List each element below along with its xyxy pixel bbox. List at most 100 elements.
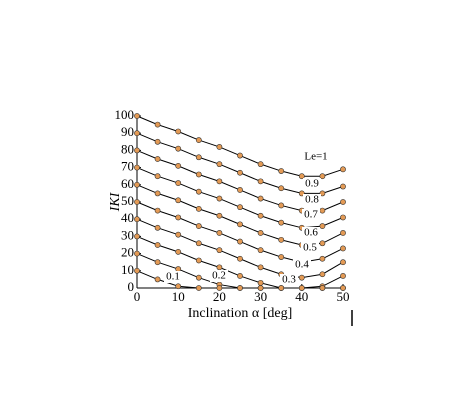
data-point xyxy=(216,247,223,254)
data-point xyxy=(195,223,202,229)
label-bg xyxy=(210,270,228,282)
x-tick-label: 0 xyxy=(134,289,141,304)
data-point xyxy=(134,130,140,137)
x-axis-label: Inclination α [deg] xyxy=(188,306,293,321)
data-point xyxy=(154,173,161,180)
data-point xyxy=(340,230,346,236)
data-point xyxy=(175,180,182,186)
y-tick-label: 20 xyxy=(121,245,134,260)
series-label: 0.6 xyxy=(304,227,318,239)
series-label: 0.4 xyxy=(295,259,309,271)
y-tick-label: 50 xyxy=(121,193,134,208)
x-tick-label: 20 xyxy=(213,289,226,304)
data-point xyxy=(175,231,182,238)
y-tick-label: 100 xyxy=(115,107,135,122)
data-point xyxy=(134,181,140,188)
data-point xyxy=(134,199,140,205)
data-point xyxy=(340,183,346,190)
data-point xyxy=(216,195,223,202)
data-point xyxy=(216,230,223,236)
data-point xyxy=(257,161,264,168)
data-point xyxy=(216,178,223,185)
data-point xyxy=(195,257,202,264)
series-label: 0.8 xyxy=(305,194,319,206)
x-tick-label: 30 xyxy=(254,289,267,304)
data-point xyxy=(216,264,223,271)
x-tick-label: 50 xyxy=(337,289,350,304)
data-point xyxy=(278,236,285,243)
y-tick-label: 90 xyxy=(121,124,134,139)
data-point xyxy=(319,173,326,180)
data-point xyxy=(278,254,285,260)
data-point xyxy=(237,152,243,159)
label-bg xyxy=(301,242,319,254)
data-point xyxy=(175,197,182,204)
data-point xyxy=(154,224,161,231)
data-point xyxy=(237,285,243,291)
data-point xyxy=(134,250,140,257)
data-point xyxy=(195,285,202,291)
y-tick-label: 0 xyxy=(128,279,135,294)
label-bg xyxy=(280,274,298,286)
data-point xyxy=(216,144,223,150)
series-label: 0.9 xyxy=(305,178,319,190)
data-point xyxy=(257,279,264,286)
data-point xyxy=(257,230,264,236)
series-label: 0.1 xyxy=(166,271,180,283)
data-point xyxy=(154,259,161,266)
data-point xyxy=(319,207,326,214)
data-point xyxy=(154,242,161,248)
data-point xyxy=(134,113,140,119)
data-point xyxy=(195,240,202,247)
data-point xyxy=(134,147,140,154)
x-tick-label: 40 xyxy=(295,289,308,304)
data-point xyxy=(237,187,243,193)
data-point xyxy=(216,285,223,291)
data-point xyxy=(237,273,243,279)
data-point xyxy=(340,259,346,266)
data-point xyxy=(175,248,182,255)
data-point xyxy=(319,223,326,229)
data-point xyxy=(298,274,305,281)
y-tick-label: 60 xyxy=(121,176,134,191)
data-point xyxy=(154,276,161,283)
y-tick-label: 40 xyxy=(121,210,134,225)
y-tick-label: 70 xyxy=(121,159,134,174)
data-point xyxy=(134,233,140,240)
data-point xyxy=(154,121,161,128)
data-point xyxy=(237,169,243,176)
data-point xyxy=(278,219,285,226)
data-point xyxy=(195,205,202,212)
data-point xyxy=(278,285,285,291)
data-point xyxy=(340,273,346,279)
data-point xyxy=(319,190,326,197)
data-point xyxy=(216,161,223,168)
label-bg xyxy=(303,194,321,206)
data-point xyxy=(154,138,161,145)
data-point xyxy=(298,173,305,180)
data-point xyxy=(319,271,326,278)
series-label: 0.3 xyxy=(282,274,296,286)
series-label: 0.5 xyxy=(303,242,317,254)
data-point xyxy=(134,267,140,274)
data-point xyxy=(175,214,182,221)
data-point xyxy=(195,188,202,195)
label-bg xyxy=(302,209,320,221)
series-label: Le=1 xyxy=(304,151,327,163)
data-point xyxy=(175,145,182,152)
series-label: 0.7 xyxy=(304,209,318,221)
data-point xyxy=(257,178,264,185)
data-point xyxy=(340,166,346,173)
y-tick-label: 80 xyxy=(121,141,134,156)
data-point xyxy=(175,162,182,169)
label-bg xyxy=(303,178,321,190)
data-point xyxy=(319,255,326,262)
data-point xyxy=(257,264,264,271)
series-label: 0.2 xyxy=(212,270,226,282)
y-tick-label: 10 xyxy=(121,262,134,277)
x-tick-label: 10 xyxy=(172,289,185,304)
data-point xyxy=(175,283,182,290)
data-point xyxy=(278,185,285,192)
data-point xyxy=(278,168,285,174)
data-point xyxy=(154,207,161,214)
